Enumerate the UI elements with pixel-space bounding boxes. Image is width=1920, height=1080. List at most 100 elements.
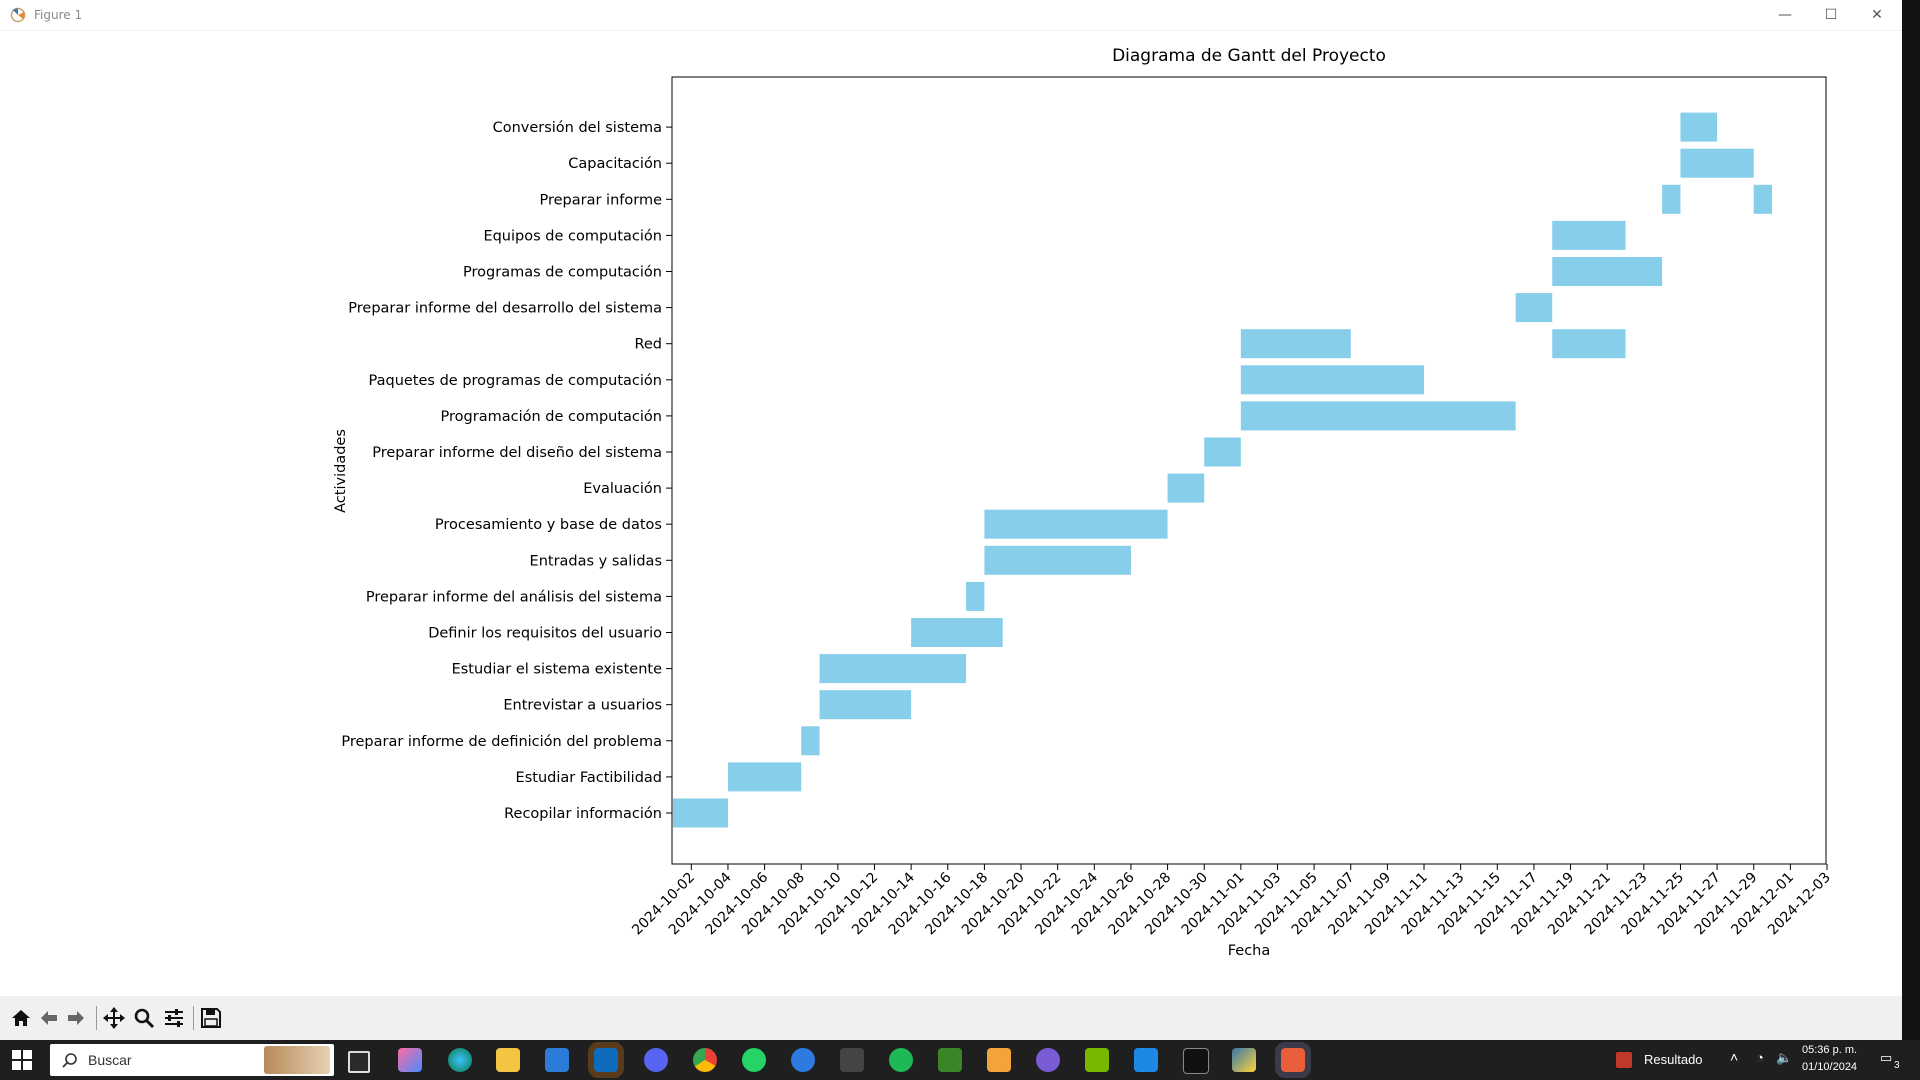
figure-canvas[interactable]: Diagrama de Gantt del Proyecto Recopilar… (0, 31, 1902, 996)
notification-icon[interactable]: ▭ (1880, 1050, 1893, 1065)
back-arrow-icon[interactable] (37, 1006, 61, 1030)
maximize-button[interactable]: ☐ (1824, 7, 1838, 23)
app-store-icon[interactable] (791, 1048, 815, 1072)
home-icon[interactable] (9, 1006, 33, 1030)
axes-frame (671, 76, 1827, 865)
gantt-bar (911, 618, 1003, 647)
minimize-button[interactable]: — (1778, 7, 1792, 23)
y-tick-label: Capacitación (568, 156, 662, 172)
matplotlib-app-icon[interactable] (1275, 1042, 1311, 1078)
title-bar: Figure 1 — ☐ ✕ (0, 0, 1902, 31)
y-tick-label: Procesamiento y base de datos (435, 517, 662, 533)
gantt-chart: Diagrama de Gantt del Proyecto Recopilar… (333, 46, 1834, 959)
figure-window: Figure 1 — ☐ ✕ Diagrama de Gantt del Pro… (0, 0, 1902, 1040)
y-tick-label: Evaluación (583, 481, 662, 497)
y-tick-label: Equipos de computación (483, 228, 662, 244)
gantt-bar (819, 654, 967, 684)
gantt-bar (1662, 184, 1681, 214)
search-highlight-image (264, 1046, 330, 1074)
y-tick-label: Paquetes de programas de computación (369, 373, 662, 389)
y-tick-label: Entrevistar a usuarios (503, 698, 662, 714)
search-placeholder: Buscar (88, 1052, 132, 1068)
outlook-icon[interactable] (588, 1042, 624, 1078)
clock-time[interactable]: 05:36 p. m. (1802, 1044, 1858, 1056)
x-axis-label: Fecha (1228, 943, 1271, 959)
volume-icon[interactable]: 🔈 (1776, 1050, 1793, 1065)
gantt-bar (1240, 401, 1516, 431)
gantt-bar (819, 690, 912, 720)
file-explorer-icon[interactable] (496, 1048, 520, 1072)
gantt-bar (1753, 184, 1773, 214)
github-desktop-icon[interactable] (1036, 1048, 1060, 1072)
vscode-icon[interactable] (1134, 1048, 1158, 1072)
search-box[interactable]: Buscar (50, 1044, 334, 1076)
search-icon (62, 1053, 77, 1068)
toolbar-separator (96, 1006, 97, 1030)
y-axis-label: Actividades (333, 429, 349, 513)
microsoft-store-icon[interactable] (545, 1048, 569, 1072)
chevron-up-icon[interactable]: ˄ (1730, 1049, 1739, 1065)
python-icon[interactable] (1232, 1048, 1256, 1072)
weather-label[interactable]: Resultado (1644, 1052, 1703, 1067)
save-icon[interactable] (199, 1006, 223, 1030)
configure-subplots-icon[interactable] (162, 1006, 186, 1030)
y-tick-label: Preparar informe del diseño del sistema (372, 445, 662, 461)
gantt-bar (1552, 220, 1626, 250)
toolbar-separator (193, 1006, 194, 1030)
chrome-icon[interactable] (693, 1048, 717, 1072)
gantt-bar (1515, 293, 1553, 323)
forward-arrow-icon[interactable] (64, 1006, 88, 1030)
gantt-bar (984, 509, 1168, 539)
gantt-bar (801, 726, 820, 756)
whatsapp-icon[interactable] (742, 1048, 766, 1072)
nvidia-icon[interactable] (1085, 1048, 1109, 1072)
gantt-bar (1552, 329, 1626, 359)
background-window-edge (1902, 0, 1920, 1040)
clock-date[interactable]: 01/10/2024 (1802, 1061, 1858, 1073)
y-tick-label: Programación de computación (441, 409, 662, 425)
terminal-app-icon[interactable] (840, 1048, 864, 1072)
task-view-icon[interactable] (348, 1051, 370, 1073)
close-button[interactable]: ✕ (1871, 7, 1883, 23)
gantt-bar (1552, 257, 1663, 286)
y-tick-label: Red (634, 337, 662, 353)
spotify-icon[interactable] (889, 1048, 913, 1072)
edge-browser-icon[interactable] (448, 1048, 472, 1072)
gantt-bar (1680, 112, 1718, 142)
taskbar: Buscar Resultado ˄ ◔ 🔈 05:36 p. m. 01/10… (0, 1040, 1920, 1080)
y-tick-label: Conversión del sistema (493, 120, 662, 136)
y-tick-label: Preparar informe del desarrollo del sist… (348, 301, 662, 317)
command-prompt-icon[interactable] (1183, 1048, 1209, 1074)
gantt-bar (1680, 148, 1754, 178)
discord-icon[interactable] (644, 1048, 668, 1072)
zoom-icon[interactable] (132, 1006, 156, 1030)
y-tick-label: Estudiar el sistema existente (452, 662, 663, 678)
gantt-bar (984, 545, 1131, 575)
notification-count: 3 (1894, 1060, 1900, 1071)
y-tick-label: Preparar informe (539, 192, 662, 208)
gantt-bar (673, 798, 728, 828)
y-tick-label: Definir los requisitos del usuario (428, 626, 662, 642)
wifi-icon[interactable]: ◔ (1756, 1050, 1764, 1065)
y-tick-label: Preparar informe del análisis del sistem… (366, 589, 662, 605)
gantt-bar (966, 581, 985, 611)
gantt-bar (1240, 365, 1425, 395)
navigation-toolbar (0, 996, 1902, 1040)
gantt-bar (1240, 329, 1351, 359)
y-tick-label: Preparar informe de definición del probl… (341, 734, 662, 750)
gantt-bar (727, 762, 802, 792)
gantt-bar (1204, 437, 1241, 467)
chart-title: Diagrama de Gantt del Proyecto (1112, 46, 1386, 66)
windows-start-icon[interactable] (12, 1050, 32, 1070)
pan-icon[interactable] (102, 1006, 126, 1030)
sublime-text-icon[interactable] (987, 1048, 1011, 1072)
matplotlib-logo-icon (10, 7, 26, 23)
y-tick-label: Programas de computación (463, 265, 662, 281)
y-tick-label: Entradas y salidas (530, 553, 662, 569)
weather-flag-icon[interactable] (1616, 1052, 1632, 1068)
copilot-icon[interactable] (398, 1048, 422, 1072)
y-tick-label: Recopilar información (504, 806, 662, 822)
minecraft-icon[interactable] (938, 1048, 962, 1072)
y-tick-label: Estudiar Factibilidad (516, 770, 662, 786)
window-title: Figure 1 (34, 8, 83, 22)
